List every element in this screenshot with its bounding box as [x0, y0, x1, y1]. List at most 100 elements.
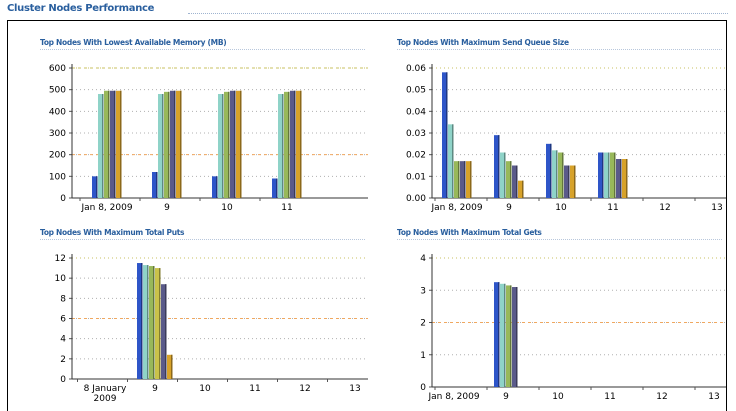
gets-bar-shade	[516, 287, 518, 387]
memory-bar-shade	[156, 172, 158, 198]
puts-xtick-label: 9	[152, 384, 158, 394]
memory-bar-shade	[174, 90, 176, 198]
memory-bar-shade	[162, 94, 164, 198]
sendqueue-bar-shade	[614, 152, 616, 198]
sendqueue-bar	[460, 161, 466, 198]
sendqueue-bar-shade	[574, 165, 576, 198]
puts-bar-shade	[141, 263, 143, 379]
sendqueue-bar-shade	[562, 152, 564, 198]
puts-chart-title: Top Nodes With Maximum Total Puts	[40, 228, 185, 237]
memory-bar-shade	[216, 176, 218, 198]
sendqueue-bar	[500, 152, 506, 198]
memory-ytick-label: 400	[49, 107, 66, 117]
puts-bar	[137, 263, 143, 379]
memory-xtick-label: 11	[281, 203, 292, 213]
sendqueue-xtick-label: 11	[607, 203, 618, 213]
puts-ytick-label: 4	[60, 335, 66, 345]
sendqueue-bar-shade	[522, 180, 524, 198]
sendqueue-bar-shade	[464, 161, 466, 198]
gets-bar-shade	[504, 283, 506, 387]
memory-title-divider	[40, 49, 365, 50]
gets-bar	[512, 287, 518, 387]
puts-ytick-label: 2	[60, 355, 66, 365]
sendqueue-bar	[570, 165, 576, 198]
sendqueue-title-divider	[397, 49, 722, 50]
sendqueue-bar	[454, 161, 460, 198]
memory-bar-shade	[288, 91, 290, 198]
memory-bar	[230, 90, 236, 198]
memory-ytick-label: 200	[49, 151, 66, 161]
gets-ytick-label: 3	[420, 286, 426, 296]
sendqueue-bar-shade	[504, 152, 506, 198]
puts-bar-shade	[171, 354, 173, 379]
puts-bar	[149, 266, 155, 379]
puts-ytick-label: 10	[55, 274, 67, 284]
memory-xtick-label: 9	[164, 203, 170, 213]
sendqueue-bar-shade	[556, 150, 558, 198]
memory-bar-shade	[240, 90, 242, 198]
memory-xtick-label: 10	[221, 203, 233, 213]
sendqueue-bar	[506, 161, 512, 198]
memory-bar	[152, 172, 158, 198]
gets-ytick-label: 0	[420, 383, 426, 393]
memory-bar	[212, 176, 218, 198]
memory-bar-shade	[168, 91, 170, 198]
puts-bar-shade	[147, 265, 149, 379]
sendqueue-bar-shade	[568, 165, 570, 198]
sendqueue-bar-shade	[550, 143, 552, 198]
memory-bar	[296, 90, 302, 198]
sendqueue-bar	[552, 150, 558, 198]
gets-ytick-label: 4	[420, 254, 426, 264]
gets-bar	[500, 283, 506, 387]
memory-ytick-label: 600	[49, 64, 66, 74]
memory-bar-shade	[114, 90, 116, 198]
gets-xtick-label: 11	[604, 392, 615, 402]
gets-bar	[494, 282, 500, 387]
sendqueue-bar	[448, 124, 454, 198]
dashboard-frame	[7, 20, 727, 411]
puts-xtick-label: 8 January	[84, 384, 127, 394]
sendqueue-bar-shade	[608, 152, 610, 198]
memory-bar	[98, 94, 104, 198]
puts-bar-shade	[159, 268, 161, 379]
memory-bar	[104, 90, 110, 198]
sendqueue-bar	[604, 152, 610, 198]
sendqueue-bar	[466, 161, 472, 198]
memory-ytick-label: 300	[49, 129, 66, 139]
memory-bar	[224, 91, 230, 198]
sendqueue-bar-shade	[498, 135, 500, 198]
gets-ytick-label: 1	[420, 351, 426, 361]
memory-bar	[170, 90, 176, 198]
sendqueue-xtick-label: Jan 8, 2009	[430, 203, 482, 213]
memory-bar	[284, 91, 290, 198]
page-title: Cluster Nodes Performance	[7, 3, 155, 14]
puts-xtick-label: 11	[249, 384, 260, 394]
memory-bar-shade	[228, 91, 230, 198]
gets-bar	[506, 285, 512, 387]
sendqueue-bar	[598, 152, 604, 198]
memory-bar-shade	[222, 94, 224, 198]
gets-xtick-label: 10	[552, 392, 564, 402]
puts-xtick-label: 2009	[94, 394, 117, 404]
sendqueue-ytick-label: 0.05	[406, 86, 426, 96]
puts-title-divider	[40, 239, 365, 240]
memory-ytick-label: 0	[60, 194, 66, 204]
memory-bar	[272, 178, 278, 198]
memory-bar-shade	[300, 90, 302, 198]
sendqueue-bar	[518, 180, 524, 198]
sendqueue-ytick-label: 0.06	[406, 64, 426, 74]
memory-bar-shade	[120, 90, 122, 198]
memory-bar-shade	[276, 178, 278, 198]
title-divider	[188, 13, 728, 14]
memory-bar	[158, 94, 164, 198]
sendqueue-xtick-label: 12	[659, 203, 670, 213]
memory-bar	[92, 176, 98, 198]
puts-ytick-label: 12	[55, 254, 66, 264]
puts-bar	[143, 265, 149, 379]
gets-ytick-label: 2	[420, 319, 426, 329]
memory-bar	[110, 90, 116, 198]
sendqueue-bar-shade	[516, 165, 518, 198]
puts-bar-shade	[165, 284, 167, 379]
memory-bar-shade	[108, 90, 110, 198]
